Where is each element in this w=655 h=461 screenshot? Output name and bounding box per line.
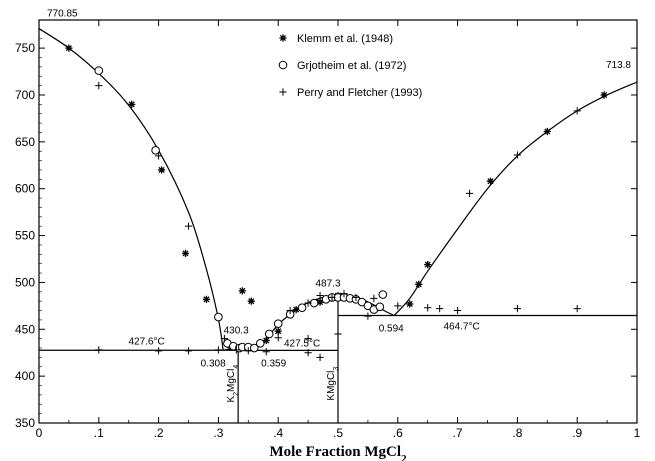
- x-tick-label: .1: [94, 426, 104, 440]
- point-asterisk: [182, 250, 189, 257]
- point-asterisk: [248, 298, 255, 305]
- point-plus: [95, 82, 102, 89]
- point-plus: [574, 107, 581, 114]
- annotation-label: 464.7°C: [443, 322, 479, 333]
- point-asterisk: [203, 296, 210, 303]
- point-asterisk: [601, 91, 608, 98]
- point-asterisk: [487, 178, 494, 185]
- point-plus: [334, 330, 341, 337]
- point-circle: [215, 313, 223, 321]
- point-circle: [274, 320, 282, 328]
- y-tick-label: 500: [15, 275, 35, 289]
- annotation-label: 713.8: [606, 60, 631, 71]
- point-circle: [298, 304, 306, 312]
- x-tick-label: .5: [333, 426, 343, 440]
- point-plus: [466, 190, 473, 197]
- x-tick-label: .4: [273, 426, 283, 440]
- x-tick-label: .7: [453, 426, 463, 440]
- point-asterisk: [128, 101, 135, 108]
- x-tick-label: 1: [634, 426, 641, 440]
- x-tick-label: .8: [512, 426, 522, 440]
- y-tick-label: 350: [15, 416, 35, 430]
- point-asterisk: [239, 287, 246, 294]
- point-plus: [370, 295, 377, 302]
- point-plus: [95, 346, 102, 353]
- point-asterisk: [65, 45, 72, 52]
- x-tick-label: .9: [572, 426, 582, 440]
- curve-liquidus-left: [39, 29, 223, 351]
- point-plus: [185, 347, 192, 354]
- legend-marker-plus: [279, 88, 286, 95]
- x-tick-label: .6: [393, 426, 403, 440]
- point-plus: [574, 305, 581, 312]
- point-plus: [185, 223, 192, 230]
- point-asterisk: [544, 128, 551, 135]
- point-plus: [215, 346, 222, 353]
- point-circle: [256, 340, 264, 348]
- point-plus: [514, 151, 521, 158]
- annotation-label: 0.308: [201, 358, 226, 369]
- legend-marker-circle: [279, 61, 287, 69]
- annotation-label: 0.359: [261, 358, 286, 369]
- point-circle: [265, 330, 273, 338]
- annotation-label: 770.85: [47, 9, 78, 20]
- point-plus: [454, 307, 461, 314]
- point-asterisk: [424, 261, 431, 268]
- x-tick-label: .3: [213, 426, 223, 440]
- annotation-label: 487.3: [315, 278, 340, 289]
- point-plus: [316, 354, 323, 361]
- point-plus: [514, 305, 521, 312]
- y-tick-label: 700: [15, 88, 35, 102]
- x-tick-label: .2: [154, 426, 164, 440]
- point-plus: [424, 304, 431, 311]
- x-axis-label: Mole Fraction MgCl2: [269, 444, 407, 461]
- point-plus: [436, 305, 443, 312]
- point-plus: [155, 347, 162, 354]
- x-tick-label: 0: [36, 426, 43, 440]
- annotation-label: 427.6°C: [128, 336, 164, 347]
- legend-entry: Grjotheim et al. (1972): [297, 60, 406, 72]
- point-plus: [364, 313, 371, 320]
- point-plus: [263, 348, 270, 355]
- y-tick-label: 550: [15, 229, 35, 243]
- legend-entry: Klemm et al. (1948): [297, 33, 393, 45]
- y-tick-label: 400: [15, 369, 35, 383]
- point-asterisk: [158, 166, 165, 173]
- curve-liquidus-right: [394, 82, 637, 315]
- annotation-label: 427.5°C: [284, 338, 320, 349]
- legend-entry: Perry and Fletcher (1993): [297, 87, 422, 99]
- annotation-label: 430.3: [224, 326, 249, 337]
- legend: Klemm et al. (1948) Grjotheim et al. (197…: [279, 33, 422, 99]
- point-asterisk: [275, 328, 282, 335]
- legend-marker-asterisk: [279, 34, 286, 41]
- annotation-label: 0.594: [379, 324, 404, 335]
- point-circle: [95, 67, 103, 75]
- y-tick-label: 600: [15, 182, 35, 196]
- y-tick-label: 450: [15, 322, 35, 336]
- point-asterisk: [415, 281, 422, 288]
- point-plus: [275, 334, 282, 341]
- point-circle: [376, 303, 384, 311]
- point-circle: [379, 291, 387, 299]
- point-asterisk: [406, 300, 413, 307]
- y-tick-label: 650: [15, 135, 35, 149]
- y-tick-label: 750: [15, 41, 35, 55]
